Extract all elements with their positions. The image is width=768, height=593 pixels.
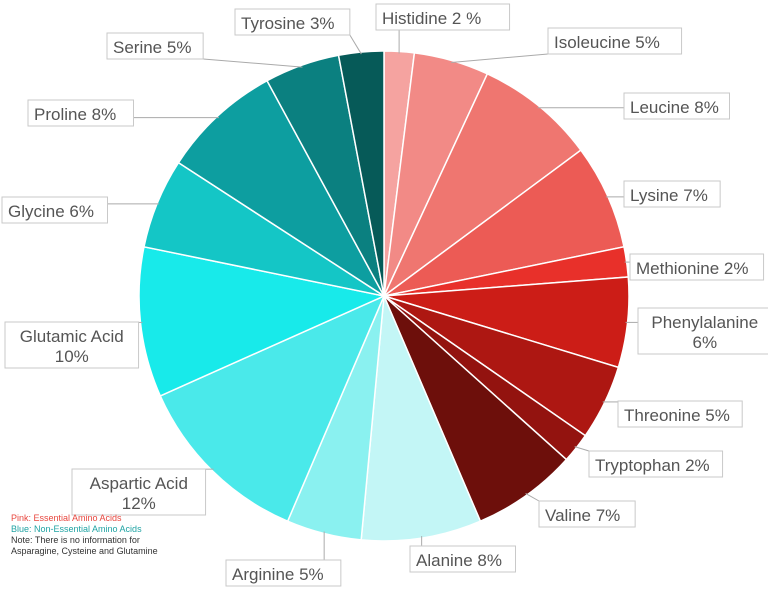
- leader-line-valine: [525, 493, 540, 502]
- label-box: [409, 545, 516, 573]
- label-text: Phenylalanine 6%: [651, 313, 758, 352]
- label-box: [617, 400, 743, 428]
- legend: Pink: Essential Amino Acids Blue: Non-Es…: [11, 513, 161, 557]
- leader-lines: [107, 30, 638, 560]
- label-text: Threonine 5%: [624, 406, 730, 425]
- label-text: Histidine 2 %: [382, 9, 481, 28]
- label-box: [27, 99, 134, 127]
- slice-lysine: [383, 149, 625, 297]
- label-box: [4, 321, 140, 369]
- label-box: [629, 253, 765, 281]
- label-text: Alanine 8%: [416, 551, 502, 570]
- legend-non-essential: Blue: Non-Essential Amino Acids: [11, 524, 142, 534]
- slice-label-isoleucine: Isoleucine 5%: [547, 27, 683, 55]
- leader-line-tryptophan: [574, 446, 590, 452]
- label-box: [623, 180, 721, 208]
- pie-slices: [138, 50, 630, 542]
- slice-label-glycine: Glycine 6%: [1, 196, 108, 224]
- slice-label-valine: Valine 7%: [538, 500, 636, 528]
- slice-label-arginine: Arginine 5%: [225, 559, 342, 587]
- label-text: Serine 5%: [113, 38, 191, 57]
- label-box: [106, 32, 204, 60]
- slice-proline: [177, 79, 385, 297]
- label-text: Proline 8%: [34, 105, 116, 124]
- label-box: [225, 559, 342, 587]
- slice-labels: Histidine 2 % Isoleucine 5% Leucine 8% Lysi…: [1, 3, 768, 587]
- slice-label-phenylalanine: Phenylalanine 6%: [637, 307, 768, 355]
- label-text: Methionine 2%: [636, 259, 748, 278]
- label-text: Valine 7%: [545, 506, 620, 525]
- slice-label-tyrosine: Tyrosine 3%: [234, 8, 351, 36]
- slice-label-aspartic-acid: Aspartic Acid 12%: [71, 468, 207, 516]
- label-box: [637, 307, 768, 355]
- slice-label-methionine: Methionine 2%: [629, 253, 765, 281]
- label-box: [547, 27, 683, 55]
- label-box: [588, 450, 724, 478]
- slice-label-histidine: Histidine 2 %: [375, 3, 511, 31]
- label-text: Lysine 7%: [630, 186, 708, 205]
- label-text: Tyrosine 3%: [241, 14, 335, 33]
- label-box: [623, 92, 730, 120]
- label-text: Aspartic Acid 12%: [90, 474, 188, 513]
- label-box: [234, 8, 351, 36]
- label-text: Glutamic Acid 10%: [20, 327, 124, 366]
- label-text: Isoleucine 5%: [554, 33, 660, 52]
- label-text: Leucine 8%: [630, 98, 719, 117]
- label-box: [1, 196, 108, 224]
- leader-line-isoleucine: [451, 53, 549, 63]
- slice-label-alanine: Alanine 8%: [409, 545, 516, 573]
- slice-valine: [383, 295, 568, 523]
- slice-label-proline: Proline 8%: [27, 99, 134, 127]
- legend-note: Note: There is no information for Aspara…: [11, 535, 158, 556]
- label-text: Tryptophan 2%: [595, 456, 710, 475]
- leader-line-serine: [203, 58, 303, 68]
- slice-label-lysine: Lysine 7%: [623, 180, 721, 208]
- slice-leucine: [383, 72, 582, 297]
- slice-label-serine: Serine 5%: [106, 32, 204, 60]
- leader-line-tyrosine: [349, 34, 362, 55]
- label-text: Glycine 6%: [8, 202, 94, 221]
- legend-essential: Pink: Essential Amino Acids: [11, 513, 122, 523]
- slice-aspartic-acid: [159, 294, 386, 523]
- slice-tyrosine: [337, 50, 385, 297]
- slice-label-threonine: Threonine 5%: [617, 400, 743, 428]
- label-box: [538, 500, 636, 528]
- label-box: [71, 468, 207, 516]
- slice-label-tryptophan: Tryptophan 2%: [588, 450, 724, 478]
- label-text: Arginine 5%: [232, 565, 324, 584]
- slice-label-leucine: Leucine 8%: [623, 92, 730, 120]
- label-box: [375, 3, 511, 31]
- slice-label-glutamic-acid: Glutamic Acid 10%: [4, 321, 140, 369]
